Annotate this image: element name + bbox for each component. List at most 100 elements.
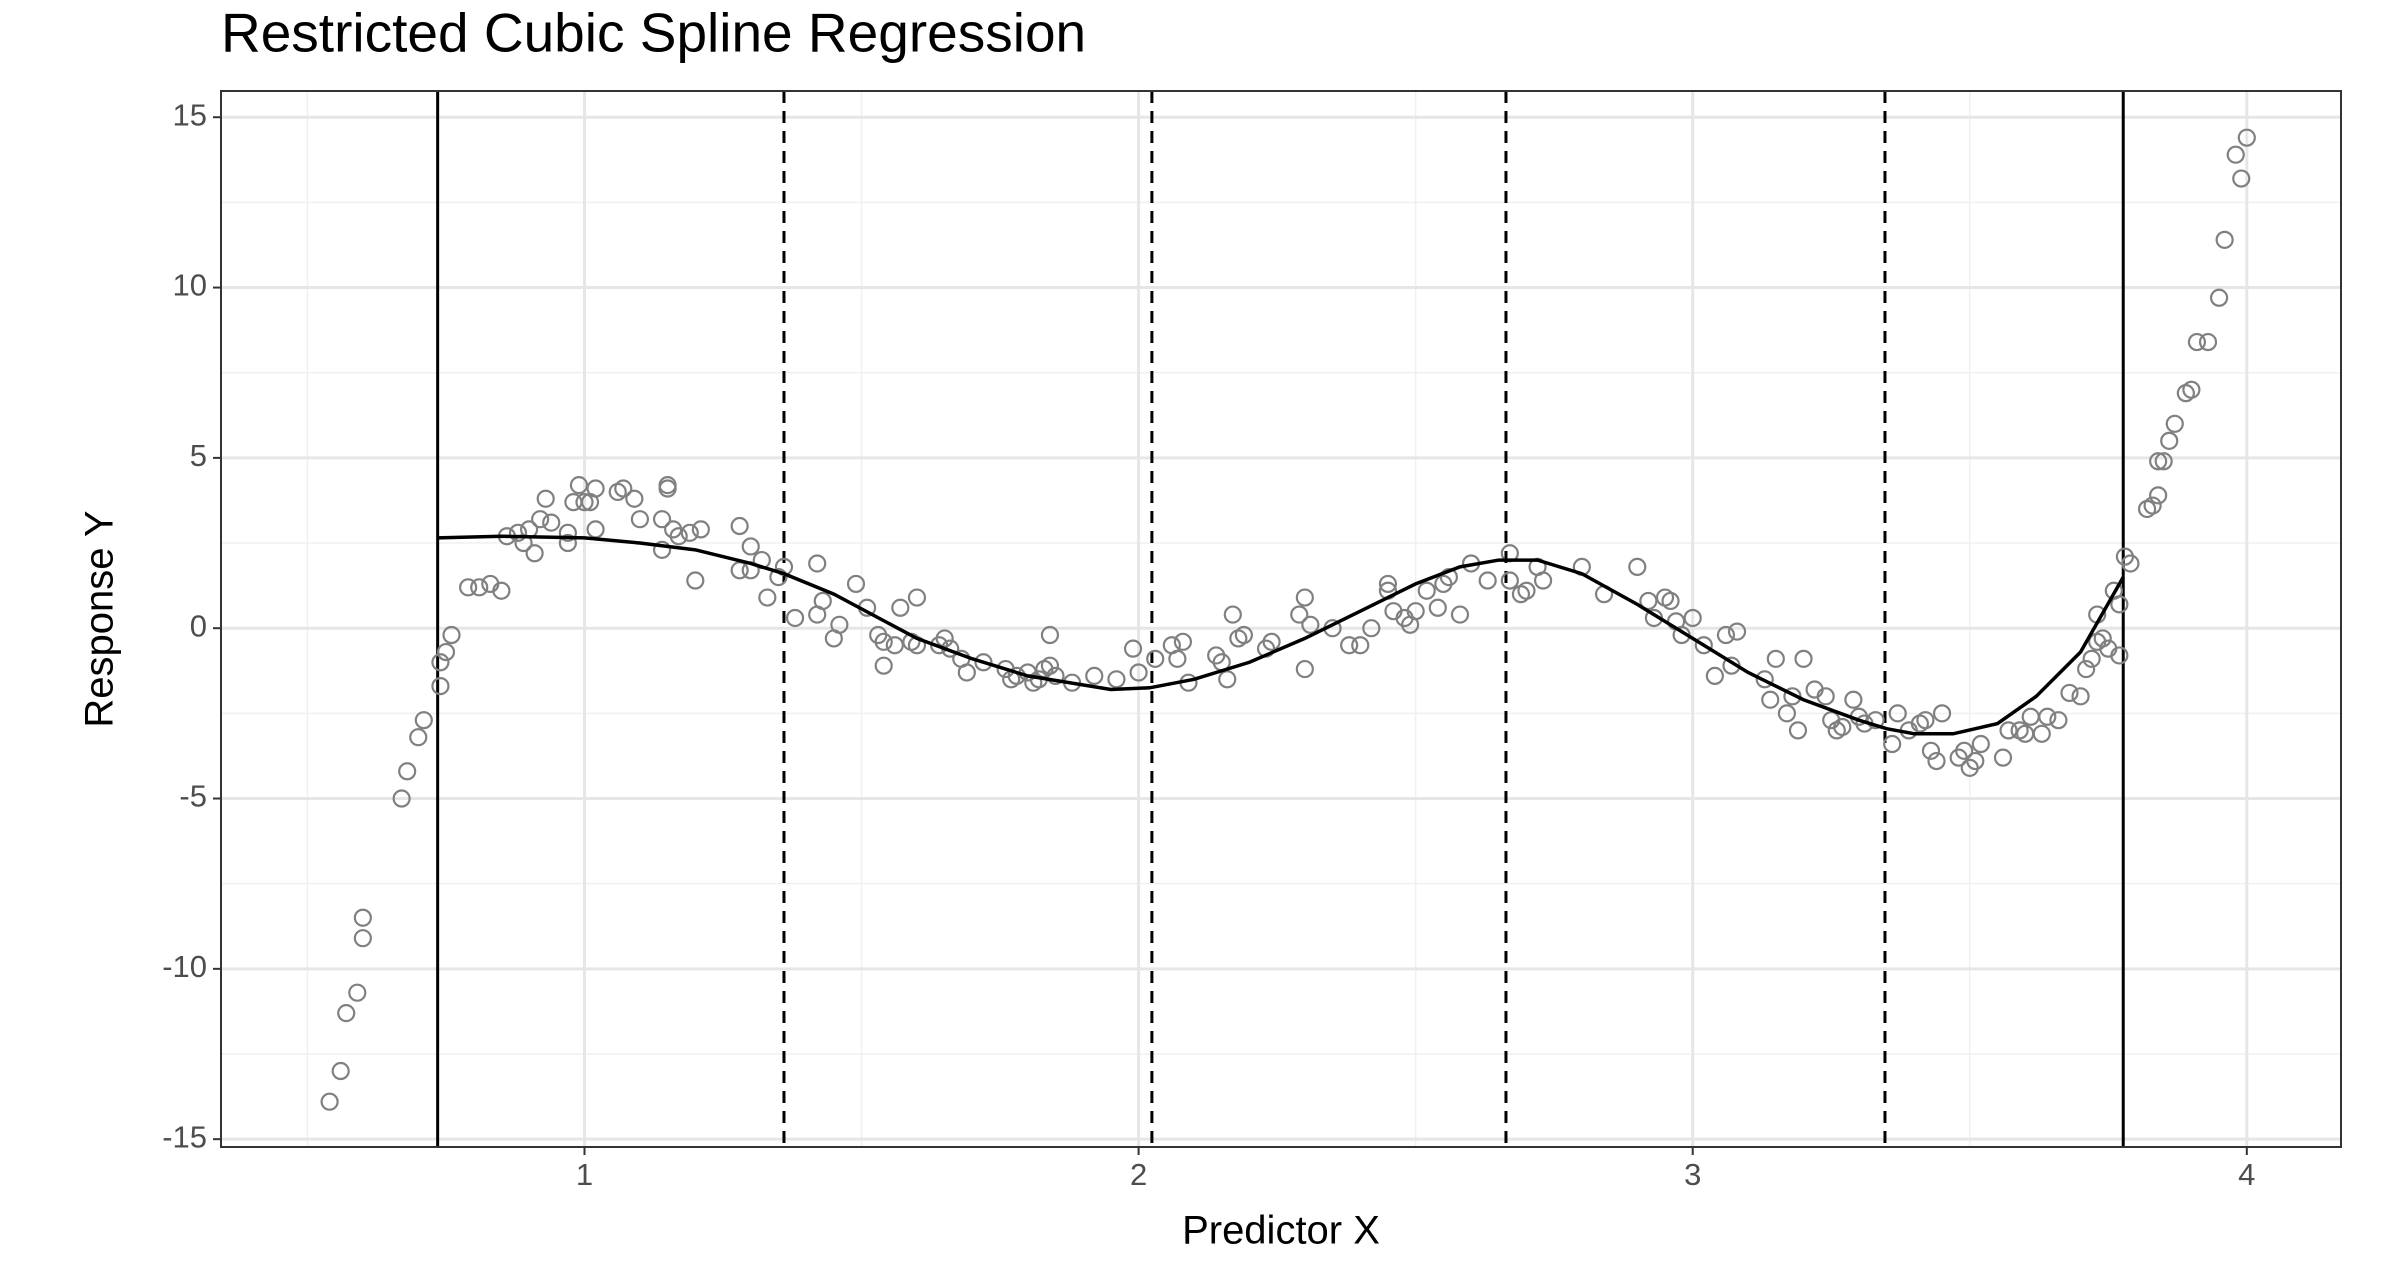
data-point	[1727, 622, 1747, 641]
data-point	[459, 578, 478, 597]
data-point	[1478, 571, 1497, 590]
data-point	[1788, 721, 1808, 740]
data-point	[1883, 734, 1902, 754]
data-point	[669, 527, 688, 546]
data-point	[1993, 748, 2013, 767]
data-point	[1040, 656, 1060, 675]
data-point	[625, 489, 644, 508]
data-point	[431, 653, 450, 672]
data-point	[907, 588, 927, 607]
y-tick-label: 5	[190, 438, 207, 473]
fit-line	[437, 534, 2125, 736]
data-point	[1661, 591, 1680, 611]
data-point	[1755, 670, 1774, 689]
y-tick-label: -15	[162, 1119, 207, 1154]
data-point	[1683, 608, 1702, 628]
data-point	[1218, 670, 1237, 689]
data-point	[2232, 169, 2251, 188]
data-point	[974, 653, 993, 672]
data-point	[2154, 452, 2173, 471]
y-tick-label: 0	[190, 608, 207, 643]
data-point	[2071, 687, 2090, 706]
data-point	[2143, 496, 2162, 515]
data-point	[1406, 602, 1425, 621]
data-point	[614, 479, 633, 498]
data-point	[1173, 632, 1193, 651]
data-point	[1705, 666, 1724, 685]
data-point	[1351, 636, 1370, 655]
data-point	[1295, 659, 1314, 679]
data-point	[2209, 288, 2229, 307]
data-point	[1999, 721, 2018, 740]
data-point	[2060, 683, 2079, 703]
y-tick-label: -5	[179, 779, 207, 814]
data-point	[348, 983, 367, 1002]
data-point	[1085, 666, 1104, 685]
data-point	[957, 663, 976, 682]
data-point	[2077, 659, 2096, 679]
data-point	[525, 544, 544, 563]
chart-title: Restricted Cubic Spline Regression	[221, 2, 1086, 64]
data-point	[536, 489, 555, 508]
data-point	[1500, 571, 1519, 590]
y-axis-label: Response Y	[78, 510, 122, 727]
data-point	[414, 711, 433, 730]
data-point	[2160, 431, 2179, 450]
data-point	[691, 520, 710, 539]
data-point	[1816, 687, 1835, 706]
data-point	[1168, 649, 1187, 668]
data-point	[409, 728, 428, 747]
data-point	[1533, 571, 1553, 590]
data-point	[2226, 145, 2245, 164]
data-point	[1290, 605, 1309, 624]
data-point	[830, 615, 849, 634]
data-point	[431, 677, 450, 696]
data-point	[531, 510, 550, 529]
data-point	[758, 588, 777, 607]
data-point	[353, 908, 372, 927]
data-point	[586, 479, 605, 498]
data-point	[569, 476, 589, 495]
data-point	[558, 523, 577, 542]
data-point	[1639, 591, 1658, 611]
data-point	[2215, 230, 2234, 249]
data-point	[874, 632, 893, 651]
data-point	[1428, 598, 1447, 617]
y-tick-label: -10	[162, 949, 207, 984]
data-point	[1301, 615, 1320, 634]
data-point	[813, 591, 832, 611]
data-point	[1766, 649, 1785, 668]
data-point	[730, 516, 749, 536]
data-point	[2165, 414, 2184, 433]
data-point	[1295, 588, 1314, 607]
data-point	[2110, 646, 2129, 665]
data-point	[2082, 649, 2101, 668]
data-point	[1123, 639, 1143, 658]
data-point	[2237, 128, 2256, 147]
data-point	[680, 523, 699, 542]
y-tick-label: 10	[173, 268, 207, 303]
data-point	[436, 642, 456, 662]
data-point	[874, 656, 893, 675]
data-point	[492, 581, 511, 600]
data-point	[2049, 711, 2068, 730]
data-point	[1040, 625, 1060, 645]
data-point	[1362, 619, 1381, 638]
data-point	[2038, 707, 2057, 726]
x-tick-label: 1	[576, 1157, 593, 1192]
data-point	[1716, 625, 1736, 645]
data-point	[1761, 690, 1780, 709]
data-point	[2032, 724, 2051, 743]
data-point	[320, 1092, 339, 1111]
data-point	[1777, 704, 1796, 723]
data-point	[2093, 629, 2112, 648]
data-point	[1694, 636, 1713, 655]
data-point	[1340, 636, 1359, 655]
data-point	[885, 636, 904, 655]
data-point	[508, 523, 528, 542]
data-point	[1417, 581, 1436, 600]
data-point	[652, 510, 672, 529]
data-point	[2182, 380, 2201, 399]
data-point	[846, 574, 866, 594]
